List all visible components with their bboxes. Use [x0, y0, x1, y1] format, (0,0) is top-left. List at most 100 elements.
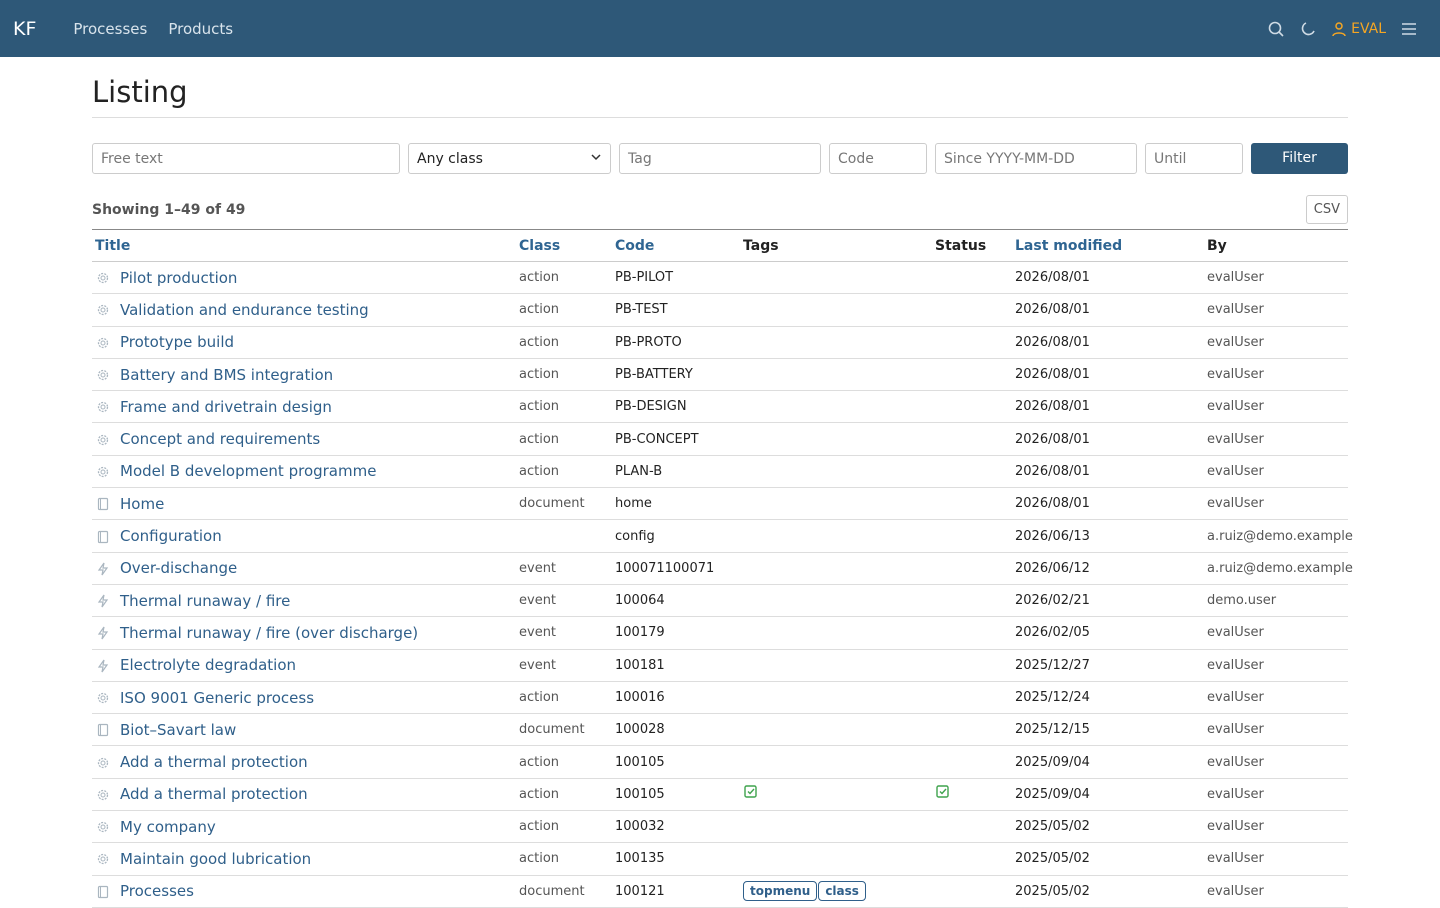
code-cell: 100181 — [612, 649, 740, 682]
class-cell: action — [516, 842, 612, 876]
check-icon — [744, 785, 757, 799]
code-cell: PB-CONCEPT — [612, 422, 740, 456]
status-cell — [932, 358, 1012, 392]
title-link[interactable]: Configuration — [120, 527, 222, 546]
tags-cell — [740, 778, 932, 812]
search-icon[interactable] — [1267, 20, 1285, 38]
status-cell — [932, 390, 1012, 424]
status-cell — [932, 681, 1012, 715]
code-cell: 100179 — [612, 616, 740, 650]
table-row: Over-dischange event 100071100071 2026/06/1… — [92, 552, 1353, 585]
title-cell: Add a thermal protection — [92, 778, 516, 812]
nav-link[interactable]: Processes — [73, 19, 148, 38]
modified-cell: 2026/02/21 — [1012, 584, 1204, 618]
until-input[interactable]: Until — [1145, 143, 1243, 174]
column-header[interactable]: Class — [516, 229, 612, 262]
modified-cell: 2025/12/27 — [1012, 649, 1204, 682]
class-cell: action — [516, 390, 612, 424]
title-link[interactable]: Over-dischange — [120, 559, 238, 578]
code-input[interactable]: Code — [829, 143, 927, 174]
status-cell — [932, 649, 1012, 682]
action-icon — [97, 305, 109, 316]
code-cell: 100121 — [612, 875, 740, 908]
table-row: Frame and drivetrain design action PB-DESI… — [92, 390, 1348, 424]
modified-cell: 2026/02/05 — [1012, 616, 1204, 650]
title-link[interactable]: Home — [120, 494, 165, 513]
title-cell: Add a thermal protection — [92, 745, 516, 779]
modified-cell: 2026/08/01 — [1012, 422, 1204, 456]
title-link[interactable]: Battery and BMS integration — [120, 365, 334, 384]
class-cell: event — [516, 649, 612, 682]
class-select[interactable]: Any class — [408, 143, 611, 174]
nav-actions: EVAL — [1267, 0, 1418, 57]
status-cell — [932, 713, 1012, 747]
user-menu[interactable]: EVAL — [1331, 21, 1386, 37]
status-cell — [932, 745, 1012, 779]
column-header[interactable]: Title — [92, 229, 516, 262]
title-link[interactable]: Concept and requirements — [120, 430, 321, 449]
title-link[interactable]: Frame and drivetrain design — [120, 397, 332, 416]
header-row: Title Class Code Tags Status Last modified By — [92, 229, 1348, 262]
tag[interactable]: class — [818, 881, 866, 902]
title-link[interactable]: My company — [120, 817, 216, 836]
free-text-input[interactable]: Free text — [92, 143, 400, 174]
title-link[interactable]: Biot–Savart law — [120, 720, 237, 739]
action-icon — [97, 789, 109, 801]
since-input[interactable]: Since YYYY-MM-DD — [935, 143, 1137, 174]
class-cell: action — [516, 455, 612, 489]
tag[interactable]: topmenu — [743, 881, 818, 902]
title-link[interactable]: Model B development programme — [120, 462, 377, 481]
csv-button[interactable]: CSV — [1305, 195, 1348, 224]
modified-cell: 2025/12/15 — [1012, 713, 1204, 747]
table-body: Pilot production action PB-PILOT 2026/08/01… — [92, 261, 1353, 908]
theme-icon[interactable] — [1299, 20, 1317, 38]
title-link[interactable]: Pilot production — [120, 268, 238, 287]
column-header[interactable]: Last modified — [1012, 229, 1204, 262]
table-row: Processes document 100121 topmenu class 2025/… — [92, 875, 1348, 908]
title-link[interactable]: Prototype build — [120, 333, 235, 352]
title-cell: Home — [92, 487, 516, 521]
nav-link[interactable]: Products — [168, 19, 234, 38]
title-link[interactable]: ISO 9001 Generic process — [120, 688, 315, 707]
title-link[interactable]: Processes — [120, 882, 194, 901]
by-cell: evalUser — [1204, 390, 1348, 424]
event-icon — [97, 659, 109, 673]
title-cell: Maintain good lubrication — [92, 842, 516, 876]
class-cell: action — [516, 326, 612, 359]
title-link[interactable]: Electrolyte degradation — [120, 656, 297, 675]
title-link[interactable]: Maintain good lubrication — [120, 849, 312, 868]
title-link[interactable]: Thermal runaway / fire (over discharge) — [120, 623, 419, 642]
by-cell: evalUser — [1204, 810, 1348, 844]
menu-icon[interactable] — [1400, 20, 1418, 38]
by-cell: evalUser — [1204, 745, 1348, 779]
title-link[interactable]: Add a thermal protection — [120, 753, 308, 772]
modified-cell: 2025/05/02 — [1012, 875, 1204, 908]
tags-cell — [740, 487, 932, 521]
title-cell: Frame and drivetrain design — [92, 390, 516, 424]
title-link[interactable]: Validation and endurance testing — [120, 300, 369, 319]
status-cell — [932, 487, 1012, 521]
title-link[interactable]: Thermal runaway / fire — [120, 591, 291, 610]
column-header[interactable]: Code — [612, 229, 740, 262]
chevron — [591, 154, 601, 161]
column-header: Status — [932, 229, 1012, 262]
tags-cell — [740, 293, 932, 327]
title-cell: Over-dischange — [92, 552, 516, 585]
class-cell: action — [516, 778, 612, 812]
by-cell: evalUser — [1204, 358, 1348, 392]
status-cell — [932, 293, 1012, 327]
modified-cell: 2026/08/01 — [1012, 487, 1204, 521]
class-cell: event — [516, 616, 612, 650]
title-cell: Processes — [92, 875, 516, 908]
code-cell: PB-TEST — [612, 293, 740, 327]
brand[interactable]: KF — [13, 17, 37, 40]
tag-input[interactable]: Tag — [619, 143, 821, 174]
by-cell: evalUser — [1204, 875, 1348, 908]
by-cell: a.ruiz@demo.example — [1204, 519, 1353, 553]
title-link[interactable]: Add a thermal protection — [120, 785, 308, 804]
filter-button[interactable]: Filter — [1251, 143, 1348, 174]
title-cell: Thermal runaway / fire — [92, 584, 516, 618]
table-row: Add a thermal protection action 100105 2025… — [92, 745, 1348, 779]
title-cell: Concept and requirements — [92, 422, 516, 456]
